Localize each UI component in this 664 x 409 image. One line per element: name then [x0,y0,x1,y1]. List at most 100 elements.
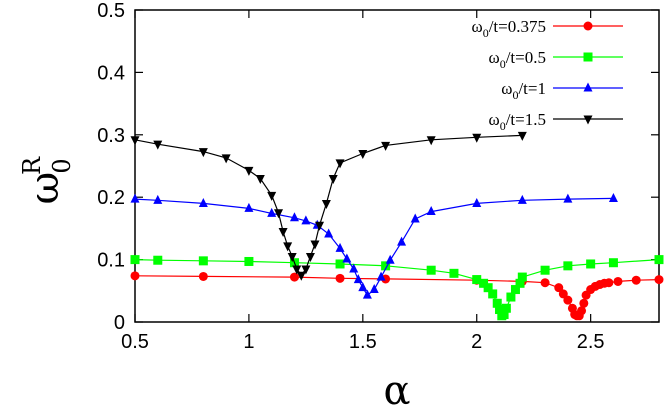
data-point [381,261,391,271]
ticks: 0.5 1 1.5 2 2.5 0 0.1 0.2 0.3 0.4 0.5 [97,0,659,353]
data-point [335,259,345,269]
data-point [604,278,614,288]
legend-label: ω0/t=1.5 [489,110,547,133]
legend-label-sub: 0 [500,57,506,71]
data-point [198,271,208,281]
y-tick-label: 0 [114,312,125,334]
data-point [472,133,482,143]
x-axis-title: α [383,368,410,409]
series-4 [130,131,527,281]
data-point [608,258,618,268]
data-point [608,192,618,202]
data-point [483,283,493,293]
data-point [153,140,163,150]
data-point [540,265,550,275]
series-2 [130,255,664,321]
legend-marker [583,52,593,62]
legend-label-main: ω [501,79,512,98]
data-point [296,271,306,281]
legend-label: ω0/t=0.5 [489,48,547,71]
y-axis-title-sup: R [18,156,46,175]
data-point [506,292,516,302]
data-point [410,213,420,223]
data-point [153,194,163,204]
legend-label-rest: /t=0.375 [489,17,546,36]
data-point [153,255,163,265]
data-point [244,256,254,266]
x-tick-label: 1 [243,331,254,353]
data-point [449,268,459,278]
data-point [283,242,293,252]
data-point [130,271,140,281]
data-point [335,159,345,169]
legend-label-main: ω [489,48,500,67]
data-point [586,259,596,269]
legend-label-rest: /t=1.5 [506,110,546,129]
data-point [130,136,140,146]
data-point [198,256,208,266]
data-point [515,278,525,288]
data-point [492,298,502,308]
y-axis-title-sub: 0 [48,158,76,173]
data-point [244,166,254,176]
legend-label-main: ω [472,17,483,36]
legend-label: ω0/t=0.375 [472,17,547,40]
data-point [579,298,589,308]
legend-label-rest: /t=1 [518,79,546,98]
data-point [495,305,505,315]
data-point [362,289,372,299]
data-point [130,255,140,265]
data-point [654,255,664,265]
y-axis-title: ω 0 R [18,156,76,204]
data-point [130,193,140,203]
data-point [517,194,527,204]
data-point [563,295,573,305]
y-tick-label: 0.3 [97,125,125,147]
legend-label-rest: /t=0.5 [506,48,546,67]
legend-label-sub: 0 [483,26,489,40]
x-tick-label: 2.5 [577,331,605,353]
data-point [335,273,345,283]
data-point [426,136,436,146]
y-tick-label: 0.5 [97,0,125,22]
data-point [289,212,299,222]
series-layer [130,131,664,321]
data-point [558,289,568,299]
data-point [267,207,277,217]
x-tick-label: 0.5 [121,331,149,353]
data-point [301,265,311,275]
data-point [278,228,288,238]
data-point [397,236,407,246]
data-point [385,254,395,264]
plot-frame [134,9,660,323]
data-point [198,197,208,207]
data-point [267,191,277,201]
data-point [358,150,368,160]
x-tick-label: 2 [471,331,482,353]
data-point [287,252,297,262]
data-point [310,240,320,250]
data-point [353,274,363,284]
data-point [369,284,379,294]
data-point [305,252,315,262]
legend-label-main: ω [489,110,500,129]
data-point [479,278,489,288]
data-point [324,228,334,238]
data-point [472,197,482,207]
data-point [540,278,550,288]
data-point [274,209,284,219]
data-point [328,174,338,184]
x-tick-label: 1.5 [349,331,377,353]
y-tick-label: 0.1 [97,250,125,272]
legend-marker [583,82,593,92]
data-point [631,275,641,285]
data-point [289,272,299,282]
data-point [426,206,436,216]
data-point [335,242,345,252]
data-point [321,199,331,209]
data-point [510,285,520,295]
data-point [342,253,352,263]
legend-label: ω0/t=1 [501,79,546,102]
